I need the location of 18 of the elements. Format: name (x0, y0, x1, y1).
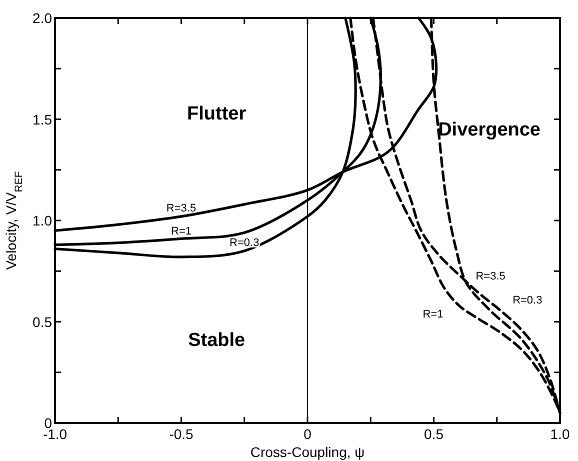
series-label: R=1 (171, 226, 192, 238)
series-label: R=0.3 (230, 236, 260, 249)
x-tick-label: 1.0 (550, 426, 570, 442)
series-label: R=3.5 (476, 270, 506, 282)
x-tick-label: 0.5 (424, 426, 444, 442)
series-label: R=1 (422, 308, 444, 321)
y-tick-label: 2.0 (32, 10, 52, 26)
y-tick-label: 1.0 (32, 212, 52, 228)
annotation: Flutter (187, 103, 247, 124)
series-label: R=3.5 (166, 202, 196, 214)
x-axis-title: Cross-Coupling, ψ (250, 444, 365, 460)
annotation: Stable (188, 330, 246, 352)
series-label: R=0.3 (512, 294, 542, 307)
x-tick-label: 0 (304, 426, 312, 442)
annotation: Divergence (438, 119, 541, 140)
y-tick-label: 1.5 (32, 111, 52, 128)
y-tick-label: 0.5 (32, 314, 52, 330)
x-tick-label: -0.5 (169, 426, 194, 442)
